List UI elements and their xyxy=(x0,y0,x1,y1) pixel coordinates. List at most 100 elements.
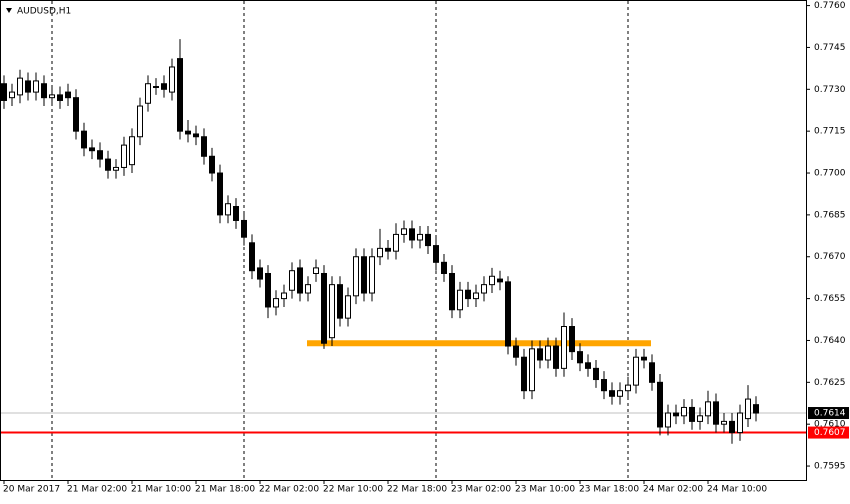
x-tick-label: 23 Mar 18:00 xyxy=(579,485,639,495)
y-tick-label: 0.7625 xyxy=(814,378,846,388)
candle-body xyxy=(57,94,63,101)
candle-body xyxy=(1,83,7,101)
y-tick-label: 0.7715 xyxy=(814,127,846,137)
x-tick-label: 21 Mar 02:00 xyxy=(67,485,127,495)
y-tick-label: 0.7610 xyxy=(814,420,846,430)
candle-body xyxy=(41,83,47,99)
candle-body xyxy=(217,172,223,216)
candle-body xyxy=(345,295,351,319)
y-tick-label: 0.7730 xyxy=(814,85,846,95)
candle-body xyxy=(33,80,39,93)
candle-body xyxy=(737,412,743,434)
x-tick-label: 21 Mar 18:00 xyxy=(195,485,255,495)
candle-body xyxy=(121,144,127,168)
candle-body xyxy=(169,66,175,93)
candle-body xyxy=(161,83,167,90)
candle-body xyxy=(113,166,119,171)
y-tick-label: 0.7655 xyxy=(814,294,846,304)
candle-body xyxy=(513,345,519,358)
candle-body xyxy=(721,420,727,425)
candle-body xyxy=(609,390,615,397)
x-tick-label: 21 Mar 10:00 xyxy=(131,485,191,495)
candle-body xyxy=(473,292,479,300)
candle-body xyxy=(753,404,759,414)
candle-body xyxy=(201,136,207,157)
candle-body xyxy=(449,272,455,311)
candle-body xyxy=(649,362,655,383)
candle-body xyxy=(425,233,431,247)
candle-body xyxy=(249,242,255,272)
candle-body xyxy=(401,228,407,235)
candle-body xyxy=(673,412,679,417)
x-tick-label: 23 Mar 10:00 xyxy=(515,485,575,495)
x-tick-label: 23 Mar 02:00 xyxy=(451,485,511,495)
candle-body xyxy=(577,351,583,364)
candle-body xyxy=(193,133,199,138)
x-tick-label: 22 Mar 18:00 xyxy=(387,485,447,495)
candle-body xyxy=(697,415,703,422)
candle-body xyxy=(465,289,471,300)
y-tick-label: 0.7760 xyxy=(814,1,846,11)
candle-body xyxy=(385,247,391,252)
y-tick-label: 0.7595 xyxy=(814,462,846,472)
candle-body xyxy=(593,367,599,381)
candle-body xyxy=(601,379,607,392)
candle-body xyxy=(617,390,623,397)
candle-body xyxy=(745,398,751,420)
candle-body xyxy=(441,261,447,274)
candle-body xyxy=(89,147,95,152)
candle-body xyxy=(521,356,527,392)
support-zone xyxy=(307,340,651,347)
candle-body xyxy=(25,80,31,93)
candle-body xyxy=(729,420,735,434)
chart-title: AUDUSD,H1 xyxy=(17,7,71,17)
candle-body xyxy=(233,206,239,221)
candle-body xyxy=(321,272,327,344)
candle-body xyxy=(297,267,303,294)
candle-body xyxy=(489,275,495,286)
candle-body xyxy=(529,348,535,392)
candle-body xyxy=(225,203,231,216)
candle-body xyxy=(505,281,511,347)
candle-body xyxy=(97,150,103,160)
candle-body xyxy=(153,86,159,89)
candle-body xyxy=(281,292,287,300)
y-tick-label: 0.7670 xyxy=(814,252,846,262)
red-label-bg xyxy=(808,426,849,439)
candle-body xyxy=(17,77,23,96)
candle-body xyxy=(585,362,591,369)
candle-body xyxy=(353,256,359,297)
red-label: 0.7607 xyxy=(814,428,846,438)
candle-body xyxy=(537,348,543,361)
candle-body xyxy=(665,412,671,428)
candle-body xyxy=(657,381,663,428)
x-tick-label: 24 Mar 02:00 xyxy=(643,485,703,495)
candle-body xyxy=(241,219,247,238)
candle-body xyxy=(137,105,143,138)
candle-body xyxy=(545,345,551,361)
x-tick-label: 20 Mar 2017 xyxy=(3,485,60,495)
candle-body xyxy=(361,256,367,294)
candle-body xyxy=(185,130,191,135)
candle-body xyxy=(289,270,295,291)
candle-body xyxy=(73,97,79,132)
candle-body xyxy=(9,91,15,99)
plot-frame xyxy=(0,0,807,481)
y-tick-label: 0.7685 xyxy=(814,210,846,220)
candle-body xyxy=(369,256,375,294)
candle-body xyxy=(105,158,111,171)
y-tick-label: 0.7700 xyxy=(814,169,846,179)
candle-body xyxy=(129,136,135,166)
candle-body xyxy=(337,284,343,319)
candle-body xyxy=(265,272,271,308)
candle-body xyxy=(433,245,439,263)
candle-body xyxy=(409,228,415,241)
candle-body xyxy=(689,406,695,422)
y-tick-label: 0.7640 xyxy=(814,336,846,346)
menu-triangle xyxy=(6,8,12,13)
candle-body xyxy=(625,384,631,392)
candle-body xyxy=(681,406,687,417)
candle-body xyxy=(65,91,71,99)
x-tick-label: 22 Mar 02:00 xyxy=(259,485,319,495)
